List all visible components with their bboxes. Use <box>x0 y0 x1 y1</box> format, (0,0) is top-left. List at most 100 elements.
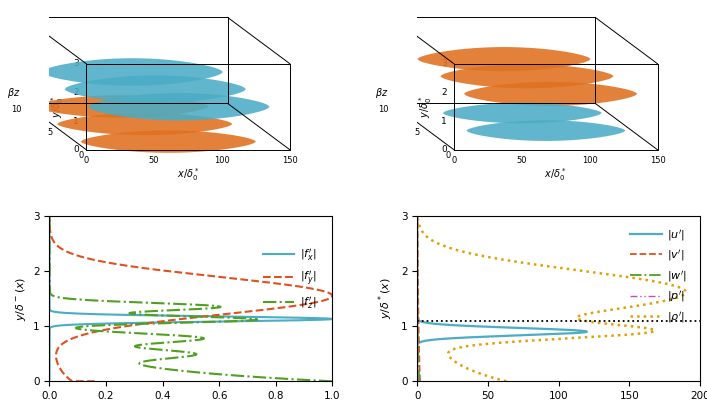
Polygon shape <box>64 75 246 103</box>
Text: 0: 0 <box>446 151 451 160</box>
Text: 50: 50 <box>516 156 527 166</box>
$|v'|$ <box>414 303 423 308</box>
Text: 0: 0 <box>451 156 457 166</box>
Text: 50: 50 <box>148 156 159 166</box>
$|v'|$ <box>414 218 422 223</box>
$|w'|$ <box>413 213 421 218</box>
Polygon shape <box>42 58 223 86</box>
$|f_y'|$ <box>45 218 54 223</box>
Text: 100: 100 <box>582 156 597 166</box>
$|w'|$ <box>414 370 423 375</box>
$|f_z'|$ <box>202 303 211 308</box>
$|v'|$ <box>416 379 424 384</box>
$|\rho'|$ <box>636 303 645 308</box>
Line: $|u'|$: $|u'|$ <box>417 216 587 381</box>
Text: 3: 3 <box>74 59 79 68</box>
$|u'|$ <box>413 248 421 253</box>
Text: 0: 0 <box>74 145 79 154</box>
$|f_x'|$ <box>45 218 54 223</box>
$|p'|$ <box>413 213 421 218</box>
$|p'|$ <box>413 298 421 303</box>
Legend: $|u'|$, $|v'|$, $|w'|$, $|p'|$, $|\rho'|$: $|u'|$, $|v'|$, $|w'|$, $|p'|$, $|\rho'|… <box>626 223 691 329</box>
$|f_y'|$ <box>62 248 70 253</box>
Polygon shape <box>464 82 637 106</box>
Polygon shape <box>57 113 233 135</box>
Text: $y/\delta_0^*$: $y/\delta_0^*$ <box>49 96 66 118</box>
Text: 2: 2 <box>74 88 79 97</box>
Polygon shape <box>440 64 614 88</box>
$|f_z'|$ <box>45 213 54 218</box>
$|f_y'|$ <box>45 218 54 223</box>
Text: 10: 10 <box>378 105 389 114</box>
$|v'|$ <box>414 213 422 218</box>
Text: 0: 0 <box>78 151 83 160</box>
$|p'|$ <box>414 370 422 375</box>
Polygon shape <box>81 130 256 153</box>
$|u'|$ <box>413 218 421 223</box>
Text: 2: 2 <box>441 88 447 97</box>
$|f_y'|$ <box>59 370 67 375</box>
Text: $\beta z$: $\beta z$ <box>375 86 388 100</box>
Line: $|w'|$: $|w'|$ <box>417 216 419 381</box>
$|p'|$ <box>414 303 422 308</box>
Text: $\beta z$: $\beta z$ <box>7 86 21 100</box>
$|p'|$ <box>414 379 422 384</box>
$|w'|$ <box>414 303 422 308</box>
Polygon shape <box>88 93 269 121</box>
Text: 0: 0 <box>83 156 89 166</box>
Text: 150: 150 <box>650 156 665 166</box>
$|u'|$ <box>413 298 421 303</box>
Legend: $|f_x'|$, $|f_y'|$, $|f_z'|$: $|f_x'|$, $|f_y'|$, $|f_z'|$ <box>259 242 321 315</box>
$|f_x'|$ <box>45 370 54 375</box>
Polygon shape <box>33 95 209 118</box>
$|w'|$ <box>413 298 421 303</box>
$|f_x'|$ <box>45 379 54 384</box>
Line: $|f_z'|$: $|f_z'|$ <box>49 216 332 381</box>
$|f_y'|$ <box>295 303 303 308</box>
$|v'|$ <box>414 298 423 303</box>
$|f_z'|$ <box>199 370 207 375</box>
$|w'|$ <box>415 379 423 384</box>
$|f_y'|$ <box>318 298 327 303</box>
$|f_x'|$ <box>45 248 54 253</box>
$|\rho'|$ <box>660 298 669 303</box>
Text: 150: 150 <box>282 156 298 166</box>
$|f_z'|$ <box>45 218 54 223</box>
$|f_z'|$ <box>45 218 54 223</box>
$|p'|$ <box>413 218 421 223</box>
Line: $|v'|$: $|v'|$ <box>418 216 420 381</box>
$|f_x'|$ <box>45 298 54 303</box>
Text: 100: 100 <box>214 156 230 166</box>
$|\rho'|$ <box>474 370 482 375</box>
$|u'|$ <box>413 303 421 308</box>
Y-axis label: $y/\delta^-(x)$: $y/\delta^-(x)$ <box>13 277 28 321</box>
Text: 10: 10 <box>11 105 21 114</box>
Text: 3: 3 <box>441 59 447 68</box>
$|f_z'|$ <box>45 248 54 253</box>
Y-axis label: $y/\delta^*(x)$: $y/\delta^*(x)$ <box>377 278 395 319</box>
$|u'|$ <box>413 379 421 384</box>
$|f_x'|$ <box>45 218 54 223</box>
Line: $|\rho'|$: $|\rho'|$ <box>418 216 686 381</box>
$|w'|$ <box>413 218 421 223</box>
$|u'|$ <box>413 218 421 223</box>
$|p'|$ <box>413 248 421 253</box>
$|w'|$ <box>413 248 421 253</box>
$|v'|$ <box>414 248 422 253</box>
Text: 1: 1 <box>74 116 79 126</box>
Polygon shape <box>443 103 602 123</box>
$|f_y'|$ <box>90 379 99 384</box>
Polygon shape <box>467 120 625 141</box>
Text: $x/\delta_0^*$: $x/\delta_0^*$ <box>544 166 567 183</box>
Text: 5: 5 <box>415 128 420 137</box>
Line: $|f_y'|$: $|f_y'|$ <box>49 216 332 381</box>
$|u'|$ <box>413 370 421 375</box>
Text: 1: 1 <box>441 116 447 126</box>
$|p'|$ <box>413 218 421 223</box>
$|f_x'|$ <box>45 213 54 218</box>
$|\rho'|$ <box>414 218 423 223</box>
$|f_x'|$ <box>45 303 54 308</box>
Polygon shape <box>417 47 590 71</box>
$|f_z'|$ <box>328 379 337 384</box>
$|\rho'|$ <box>456 248 464 253</box>
